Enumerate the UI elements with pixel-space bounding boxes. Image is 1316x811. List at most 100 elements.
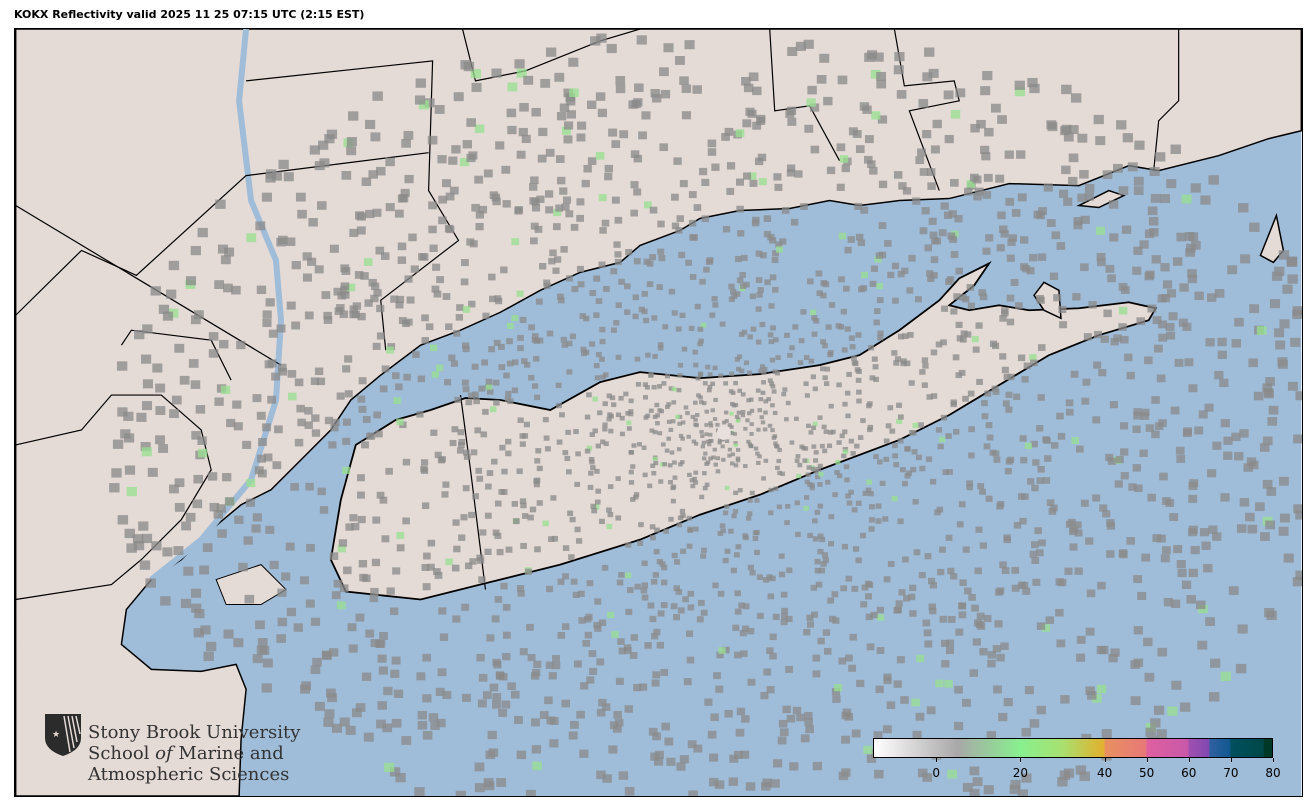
echo-pixel bbox=[678, 462, 683, 467]
echo-pixel bbox=[792, 324, 799, 330]
echo-pixel bbox=[797, 360, 804, 366]
echo-pixel bbox=[861, 584, 869, 591]
echo-pixel bbox=[1105, 453, 1114, 462]
echo-pixel bbox=[233, 422, 243, 431]
echo-pixel bbox=[1279, 476, 1289, 486]
echo-pixel bbox=[943, 90, 954, 100]
echo-pixel bbox=[607, 512, 614, 518]
echo-pixel bbox=[740, 750, 750, 759]
echo-pixel bbox=[818, 471, 824, 477]
echo-pixel bbox=[703, 266, 710, 273]
echo-pixel bbox=[832, 695, 841, 703]
echo-pixel bbox=[561, 699, 570, 708]
echo-pixel bbox=[295, 192, 306, 202]
echo-pixel bbox=[1079, 169, 1089, 179]
echo-pixel bbox=[502, 631, 511, 639]
echo-pixel bbox=[701, 440, 706, 445]
echo-pixel bbox=[1214, 289, 1225, 298]
echo-pixel bbox=[734, 357, 740, 362]
echo-pixel bbox=[894, 52, 905, 62]
echo-pixel bbox=[728, 528, 734, 534]
echo-pixel bbox=[469, 558, 477, 565]
echo-pixel bbox=[493, 399, 500, 406]
echo-pixel bbox=[1100, 335, 1109, 343]
echo-pixel bbox=[975, 322, 983, 329]
echo-pixel bbox=[1014, 87, 1026, 97]
echo-pixel bbox=[749, 569, 756, 576]
echo-pixel bbox=[564, 455, 571, 462]
echo-pixel bbox=[735, 728, 745, 737]
echo-pixel bbox=[877, 115, 888, 124]
echo-pixel bbox=[673, 157, 682, 165]
echo-pixel bbox=[1033, 210, 1043, 219]
echo-pixel bbox=[523, 361, 531, 368]
echo-pixel bbox=[852, 546, 860, 552]
echo-pixel bbox=[193, 474, 204, 484]
echo-pixel bbox=[756, 427, 761, 432]
echo-pixel bbox=[652, 671, 661, 679]
echo-pixel bbox=[866, 754, 877, 763]
echo-pixel bbox=[693, 480, 699, 485]
echo-pixel bbox=[285, 237, 296, 246]
echo-pixel bbox=[528, 324, 535, 331]
echo-pixel bbox=[457, 429, 465, 436]
echo-pixel bbox=[752, 121, 762, 130]
echo-pixel bbox=[363, 258, 373, 266]
echo-pixel bbox=[1046, 120, 1057, 130]
echo-pixel bbox=[1042, 436, 1050, 443]
echo-pixel bbox=[1287, 381, 1298, 391]
echo-pixel bbox=[770, 325, 776, 331]
echo-pixel bbox=[544, 446, 551, 452]
echo-pixel bbox=[754, 157, 764, 166]
echo-pixel bbox=[645, 352, 651, 358]
echo-pixel bbox=[331, 591, 341, 600]
echo-pixel bbox=[1144, 672, 1155, 682]
echo-pixel bbox=[1130, 696, 1141, 706]
echo-pixel bbox=[404, 174, 414, 184]
echo-pixel bbox=[919, 465, 926, 472]
echo-pixel bbox=[987, 651, 997, 659]
echo-pixel bbox=[966, 284, 975, 291]
reflectivity-colorbar bbox=[873, 738, 1273, 758]
echo-pixel bbox=[1263, 388, 1274, 397]
echo-pixel bbox=[1133, 575, 1143, 584]
echo-pixel bbox=[195, 405, 206, 414]
echo-pixel bbox=[649, 524, 656, 530]
echo-pixel bbox=[687, 740, 697, 749]
echo-pixel bbox=[589, 341, 596, 347]
echo-pixel bbox=[431, 371, 439, 378]
echo-pixel bbox=[117, 407, 128, 417]
echo-pixel bbox=[763, 668, 772, 676]
echo-pixel bbox=[308, 218, 318, 227]
echo-pixel bbox=[675, 414, 680, 419]
echo-pixel bbox=[472, 391, 479, 398]
echo-pixel bbox=[766, 574, 773, 580]
echo-pixel bbox=[573, 429, 579, 435]
echo-pixel bbox=[781, 391, 787, 397]
echo-pixel bbox=[404, 275, 413, 283]
echo-pixel bbox=[672, 475, 678, 480]
echo-pixel bbox=[992, 645, 1002, 653]
echo-pixel bbox=[1020, 456, 1028, 464]
echo-pixel bbox=[1295, 391, 1302, 401]
echo-pixel bbox=[715, 422, 720, 427]
echo-pixel bbox=[520, 502, 527, 509]
echo-pixel bbox=[756, 460, 761, 465]
echo-pixel bbox=[1234, 452, 1244, 461]
echo-pixel bbox=[653, 460, 659, 466]
echo-pixel bbox=[590, 465, 596, 471]
echo-pixel bbox=[751, 219, 760, 227]
echo-pixel bbox=[438, 607, 447, 615]
echo-pixel bbox=[1173, 545, 1183, 554]
echo-pixel bbox=[698, 338, 704, 344]
echo-pixel bbox=[1269, 299, 1281, 309]
echo-pixel bbox=[560, 336, 567, 343]
echo-pixel bbox=[700, 434, 705, 438]
echo-pixel bbox=[778, 571, 786, 578]
echo-pixel bbox=[855, 377, 862, 383]
echo-pixel bbox=[828, 615, 837, 623]
echo-pixel bbox=[841, 347, 848, 353]
echo-pixel bbox=[628, 480, 635, 485]
map-title: KOKX Reflectivity valid 2025 11 25 07:15… bbox=[14, 8, 365, 21]
echo-pixel bbox=[370, 639, 380, 648]
